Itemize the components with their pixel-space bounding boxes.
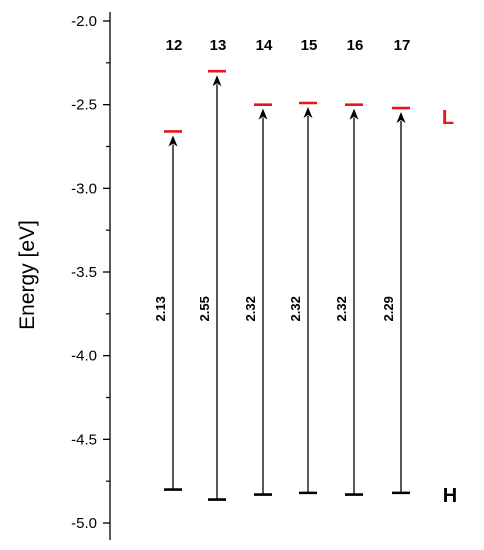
- gap-value-label: 2.32: [288, 296, 303, 321]
- gap-arrow-head: [349, 108, 359, 120]
- y-tick-label: -4.5: [71, 431, 97, 448]
- category-label: 17: [394, 37, 411, 54]
- gap-value-label: 2.32: [243, 296, 258, 321]
- gap-value-label: 2.55: [197, 296, 212, 321]
- y-tick-label: -5.0: [71, 515, 97, 532]
- y-tick-label: -3.5: [71, 264, 97, 281]
- category-label: 13: [210, 37, 227, 54]
- lumo-tag-label: L: [442, 107, 454, 129]
- gap-arrow-head: [258, 108, 268, 120]
- y-axis-title: Energy [eV]: [16, 220, 39, 330]
- category-label: 16: [347, 37, 364, 54]
- y-axis: -2.0 -2.5 -3.0 -3.5 -4.0 -4.5 -5.0: [71, 12, 111, 540]
- y-tick-label: -3.0: [71, 180, 97, 197]
- gap-arrow-head: [168, 135, 178, 147]
- category-label: 15: [301, 37, 318, 54]
- y-tick-label: -2.0: [71, 13, 97, 30]
- gap-value-label: 2.32: [334, 296, 349, 321]
- gap-arrow-head: [303, 106, 313, 118]
- gap-value-label: 2.29: [381, 296, 396, 321]
- plot-area: 12 2.13 13 2.55 14 2.32 15 2.32 16 2.32 17 2.29: [153, 37, 411, 501]
- y-tick-label: -4.0: [71, 348, 97, 365]
- gap-value-label: 2.13: [153, 296, 168, 321]
- gap-arrow-head: [396, 112, 406, 124]
- category-label: 14: [256, 37, 273, 54]
- gap-arrow-head: [212, 75, 222, 87]
- homo-tag-label: H: [443, 485, 457, 507]
- category-label: 12: [166, 37, 183, 54]
- y-tick-label: -2.5: [71, 97, 97, 114]
